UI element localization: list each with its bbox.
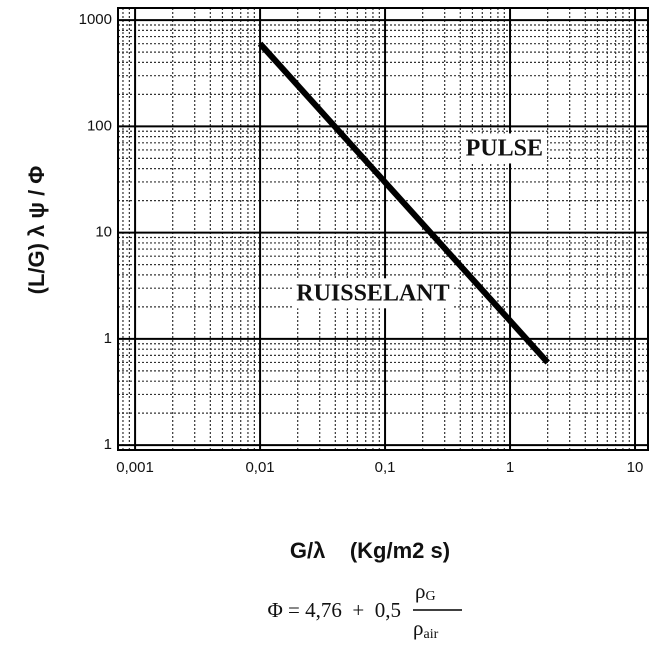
formula: Φ = 4,76 + 0,5 ρG ρair <box>267 579 462 642</box>
y-tick-label: 1 <box>104 436 112 453</box>
x-tick-label: 0,001 <box>116 459 154 476</box>
line <box>257 41 550 365</box>
x-tick-label: 10 <box>627 459 644 476</box>
annotation-bg <box>461 133 548 164</box>
x-tick-label: 0,1 <box>375 459 396 476</box>
formula-numerator: ρG <box>415 579 436 604</box>
annotation-bg <box>292 278 454 309</box>
x-tick-label: 1 <box>506 459 514 476</box>
y-axis-title: (L/G) λ ψ / Φ <box>24 166 49 295</box>
numerator-sub: G <box>425 589 435 604</box>
x-axis-title: G/λ (Kg/m2 s) <box>290 538 450 563</box>
y-tick-label: 1 <box>104 330 112 347</box>
formula-denominator: ρair <box>413 616 439 642</box>
annotation-text: PULSE <box>466 135 543 161</box>
y-tick-label: 10 <box>95 224 112 241</box>
annotation: PULSE <box>461 133 548 164</box>
denominator: ρ <box>413 616 423 640</box>
annotation: RUISSELANT <box>292 278 454 309</box>
y-tick-label: 1000 <box>79 11 112 28</box>
annotation-text: RUISSELANT <box>296 280 449 306</box>
numerator: ρ <box>415 579 425 603</box>
y-tick-label: 100 <box>87 117 112 134</box>
formula-lhs: Φ = 4,76 + 0,5 <box>267 598 401 622</box>
denominator-sub: air <box>423 627 438 642</box>
x-tick-label: 0,01 <box>245 459 274 476</box>
plot-frame <box>117 7 649 451</box>
